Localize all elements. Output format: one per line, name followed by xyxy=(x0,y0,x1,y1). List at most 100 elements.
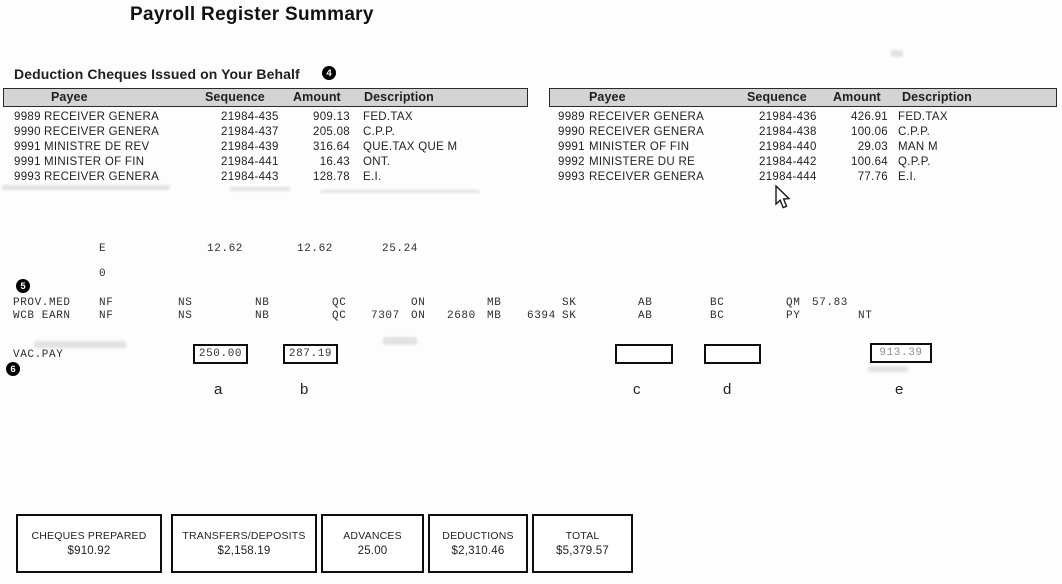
payee-name: RECEIVER GENERA xyxy=(589,126,705,138)
vacpay-box-e[interactable]: 913.39 xyxy=(870,343,932,363)
table-row: 9989 RECEIVER GENERA 21984-436 426.91 FE… xyxy=(0,111,1062,125)
vacpay-box-a[interactable]: 250.00 xyxy=(193,344,248,364)
scan-smudge xyxy=(320,190,480,193)
box-letter-d: d xyxy=(723,381,732,398)
column-header-description: Description xyxy=(364,90,434,104)
province-code-nf: NF xyxy=(99,297,114,309)
province-code-bc: BC xyxy=(710,297,725,309)
province-code-ns: NS xyxy=(178,310,193,322)
payee-name: MINISTER OF FIN xyxy=(44,156,145,168)
province-code-qc: QC xyxy=(332,310,347,322)
cell-description: FED.TAX xyxy=(363,111,413,123)
table-row: 9991 MINISTER OF FIN 21984-441 16.43 ONT… xyxy=(0,156,1062,170)
cell-amount: 128.78 xyxy=(313,171,350,183)
payee-name: MINISTER OF FIN xyxy=(589,141,690,153)
summary-value: 25.00 xyxy=(357,545,388,557)
e-row-value: 25.24 xyxy=(382,243,419,255)
cell-description: E.I. xyxy=(898,171,917,183)
cell-amount: 426.91 xyxy=(851,111,888,123)
cell-sequence: 21984-436 xyxy=(759,111,817,123)
page-title: Payroll Register Summary xyxy=(130,4,374,25)
cell-description: ONT. xyxy=(363,156,391,168)
cell-sequence: 21984-442 xyxy=(759,156,817,168)
box-letter-b: b xyxy=(300,381,309,398)
vacpay-box-b[interactable]: 287.19 xyxy=(283,344,338,364)
province-code-ab: AB xyxy=(638,310,653,322)
payee-id: 9989 xyxy=(14,111,41,123)
province-code-qc: QC xyxy=(332,297,347,309)
summary-box-transfers-deposits: TRANSFERS/DEPOSITS $2,158.19 xyxy=(171,514,317,573)
vacpay-box-a-value: 250.00 xyxy=(198,348,243,360)
province-code-mb: MB xyxy=(487,297,502,309)
province-code-on: ON xyxy=(411,310,426,322)
prov-med-label: PROV.MED xyxy=(13,297,71,309)
vacpay-box-d[interactable] xyxy=(704,344,761,364)
column-header-payee: Payee xyxy=(51,90,88,104)
payee-name: MINISTERE DU RE xyxy=(589,156,696,168)
cell-description: C.P.P. xyxy=(898,126,931,138)
summary-box-deductions: DEDUCTIONS $2,310.46 xyxy=(428,514,528,573)
mouse-cursor-icon xyxy=(775,185,791,209)
payee-name: RECEIVER GENERA xyxy=(589,171,705,183)
cell-amount: 100.64 xyxy=(851,156,888,168)
cell-sequence: 21984-435 xyxy=(221,111,279,123)
cell-amount: 205.08 xyxy=(313,126,350,138)
table-header-bar-left xyxy=(3,88,528,107)
e-row-value: 12.62 xyxy=(207,243,244,255)
province-code-mb: MB xyxy=(487,310,502,322)
cell-description: QUE.TAX QUE M xyxy=(363,141,458,153)
wcb-earn-label: WCB EARN xyxy=(13,310,71,322)
wcb-on-value: 7307 xyxy=(371,310,400,322)
cell-amount: 100.06 xyxy=(851,126,888,138)
table-row: 9989 RECEIVER GENERA 21984-435 909.13 FE… xyxy=(0,111,1062,125)
summary-label: CHEQUES PREPARED xyxy=(31,530,147,542)
vacpay-box-c[interactable] xyxy=(615,344,673,364)
payee-id: 9991 xyxy=(14,156,41,168)
column-header-payee: Payee xyxy=(589,90,626,104)
column-header-description: Description xyxy=(902,90,972,104)
cell-amount: 316.64 xyxy=(313,141,350,153)
scan-smudge xyxy=(230,187,290,191)
summary-label: TRANSFERS/DEPOSITS xyxy=(182,530,306,542)
cell-description: Q.P.P. xyxy=(898,156,931,168)
province-code-nb: NB xyxy=(255,310,270,322)
cell-sequence: 21984-440 xyxy=(759,141,817,153)
province-code-py: PY xyxy=(786,310,801,322)
cell-sequence: 21984-438 xyxy=(759,126,817,138)
circled-5-marker: 5 xyxy=(16,279,30,293)
scan-smudge xyxy=(891,50,903,57)
payee-name: MINISTRE DE REV xyxy=(44,141,150,153)
vacpay-box-b-value: 287.19 xyxy=(288,348,333,360)
payee-id: 9993 xyxy=(558,171,585,183)
cell-sequence: 21984-437 xyxy=(221,126,279,138)
cell-sequence: 21984-444 xyxy=(759,171,817,183)
wcb-mb-value: 2680 xyxy=(447,310,476,322)
province-code-nf: NF xyxy=(99,310,114,322)
column-header-amount: Amount xyxy=(833,90,881,104)
summary-label: TOTAL xyxy=(565,530,600,542)
scan-smudge xyxy=(34,341,126,348)
payee-id: 9990 xyxy=(14,126,41,138)
payee-id: 9990 xyxy=(558,126,585,138)
cell-sequence: 21984-443 xyxy=(221,171,279,183)
province-code-ns: NS xyxy=(178,297,193,309)
column-header-sequence: Sequence xyxy=(205,90,265,104)
province-code-qm: QM xyxy=(786,297,801,309)
summary-value: $5,379.57 xyxy=(556,545,609,557)
province-code-on: ON xyxy=(411,297,426,309)
payee-id: 9991 xyxy=(14,141,41,153)
payee-id: 9993 xyxy=(14,171,41,183)
vacpay-box-e-value: 913.39 xyxy=(879,347,923,359)
payee-id: 9992 xyxy=(558,156,585,168)
wcb-sk-value: 6394 xyxy=(527,310,556,322)
payee-name: RECEIVER GENERA xyxy=(44,111,160,123)
cell-amount: 16.43 xyxy=(319,156,350,168)
payee-name: RECEIVER GENERA xyxy=(44,126,160,138)
table-row: 9990 RECEIVER GENERA 21984-437 205.08 C.… xyxy=(0,126,1062,140)
cell-amount: 77.76 xyxy=(857,171,888,183)
scan-smudge xyxy=(868,366,908,372)
summary-value: $2,158.19 xyxy=(217,545,271,557)
cell-description: MAN M xyxy=(898,141,938,153)
vac-pay-label: VAC.PAY xyxy=(13,349,64,361)
